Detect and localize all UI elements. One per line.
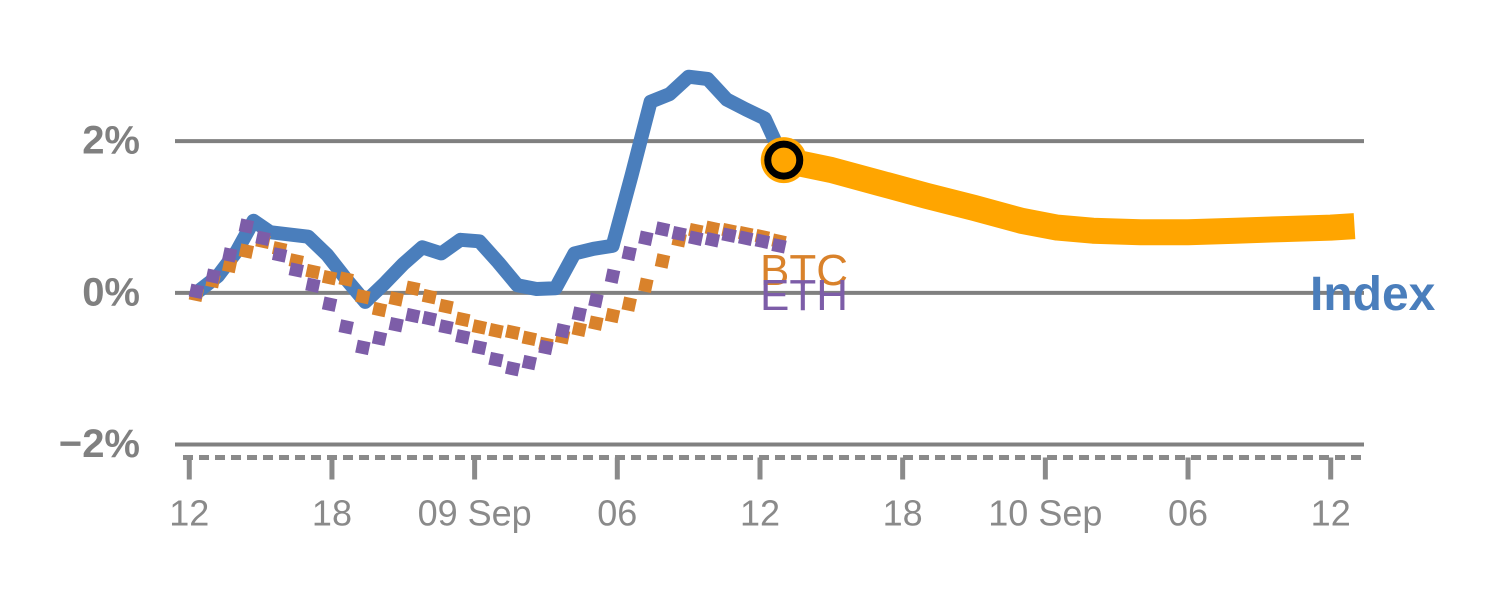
series-eth-dot-5 <box>271 247 288 263</box>
x-axis-tick-labels: 12 18 09 Sep 06 12 18 10 Sep 06 12 <box>169 493 1350 534</box>
series-btc-dot-26 <box>621 296 637 312</box>
series-btc-dot-16 <box>455 311 471 328</box>
series-eth-dot-20 <box>521 354 538 371</box>
series-eth-dot-16 <box>455 329 471 345</box>
series-btc-dot-12 <box>388 291 404 307</box>
x-axis-tick-label-1: 18 <box>312 493 352 534</box>
x-axis-tick-label-5: 18 <box>883 493 923 534</box>
series-eth-dot-8 <box>321 296 338 312</box>
series-eth-dot-12 <box>388 316 404 333</box>
y-axis-tick-label-0: 2% <box>82 119 140 163</box>
series-eth-dot-10 <box>355 339 371 356</box>
x-axis-tick-label-2: 09 Sep <box>418 493 532 534</box>
series-label-btc: BTC <box>760 246 848 295</box>
series-eth-dot-23 <box>571 306 587 322</box>
series-eth-dot-35 <box>771 238 787 254</box>
series-eth-dot-1 <box>205 268 221 284</box>
series-btc-dot-27 <box>638 277 654 293</box>
y-axis-tick-label-1: 0% <box>82 270 140 314</box>
series-btc-dot-31 <box>704 220 721 237</box>
series-eth-dot-32 <box>721 227 737 243</box>
series-btc-dot-10 <box>355 288 371 305</box>
series-eth-dot-26 <box>621 245 637 262</box>
series-btc-dot-11 <box>371 301 388 318</box>
series-line-index <box>192 69 791 309</box>
series-btc-dot-3 <box>238 243 255 259</box>
series-eth-dot-17 <box>471 339 488 356</box>
series-eth-dot-21 <box>538 339 554 356</box>
x-axis-tick-label-3: 06 <box>597 493 637 534</box>
series-btc-dot-19 <box>504 324 521 340</box>
series-eth-dot-34 <box>754 233 771 249</box>
series-eth-dot-27 <box>638 230 654 246</box>
forecast-start-marker-group[interactable] <box>760 137 807 184</box>
data-series-group <box>188 69 1356 377</box>
series-btc-dot-15 <box>438 298 454 315</box>
y-axis-tick-label-2: −2% <box>59 422 140 466</box>
series-eth-dot-11 <box>371 330 388 347</box>
x-axis-tick-label-6: 10 Sep <box>988 493 1102 534</box>
y-axis-tick-labels: 2% 0% −2% <box>59 119 140 466</box>
series-label-index: Index <box>1310 268 1436 321</box>
series-btc-dot-24 <box>588 315 604 331</box>
forecast-start-marker[interactable] <box>764 140 804 180</box>
x-axis-tick-label-7: 06 <box>1168 493 1208 534</box>
series-btc-dot-9 <box>338 271 354 287</box>
series-eth-dot-19 <box>504 360 521 377</box>
series-line-index-forecast <box>781 147 1356 246</box>
series-eth-dot-6 <box>288 262 304 278</box>
series-eth-dot-7 <box>305 277 321 293</box>
series-btc-dot-8 <box>321 269 338 286</box>
x-axis-tick-label-8: 12 <box>1311 493 1351 534</box>
series-eth-dot-9 <box>338 319 354 335</box>
series-eth-dot-18 <box>488 351 504 368</box>
series-btc-dot-13 <box>405 280 421 296</box>
series-btc-dot-14 <box>421 288 438 305</box>
series-btc-dot-20 <box>521 330 538 347</box>
series-eth-dot-30 <box>688 230 704 246</box>
series-eth-dot-25 <box>604 268 621 284</box>
series-btc-dot-17 <box>471 319 488 335</box>
series-btc-dot-25 <box>604 307 621 324</box>
x-axis-tick-label-0: 12 <box>169 493 209 534</box>
series-eth-dot-33 <box>738 230 754 246</box>
series-eth-dot-3 <box>238 218 255 234</box>
series-eth-dot-15 <box>438 319 454 335</box>
series-label-eth: ETH <box>760 271 848 320</box>
series-btc-dot-28 <box>654 253 671 269</box>
series-eth-dot-31 <box>704 232 721 248</box>
series-eth-dot-29 <box>671 225 687 242</box>
series-eth-dot-0 <box>188 283 205 300</box>
series-btc-dot-23 <box>571 321 587 337</box>
series-eth-dot-22 <box>554 323 571 339</box>
series-btc-dot-7 <box>305 263 321 280</box>
series-eth-dot-4 <box>255 230 271 246</box>
series-eth-dot-24 <box>588 292 604 309</box>
series-eth-dot-13 <box>405 307 421 324</box>
x-axis-tick-label-4: 12 <box>740 493 780 534</box>
series-eth-dot-14 <box>421 310 438 327</box>
series-eth-dot-28 <box>654 221 671 237</box>
series-btc-dot-18 <box>488 323 504 339</box>
series-eth-dot-2 <box>221 247 238 263</box>
x-axis-ticks-group <box>186 457 1334 480</box>
